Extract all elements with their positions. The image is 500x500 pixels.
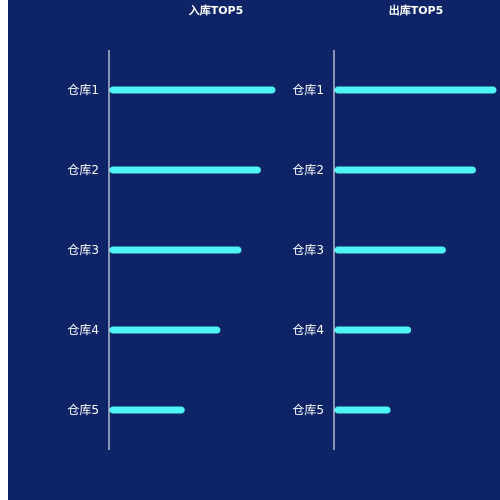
chart-title: 出库TOP5 <box>389 3 444 17</box>
category-tick-label: 仓库5 <box>292 402 324 417</box>
category-tick-label: 仓库3 <box>67 242 99 257</box>
category-tick-label: 仓库4 <box>67 322 99 337</box>
category-tick-label: 仓库4 <box>292 322 324 337</box>
outbound-chart: 出库TOP5 仓库1 仓库2 仓库3 仓库4 仓库5 <box>292 3 497 450</box>
category-tick-label: 仓库1 <box>292 82 324 97</box>
category-tick-label: 仓库5 <box>67 402 99 417</box>
category-tick-label: 仓库3 <box>292 242 324 257</box>
category-tick-label: 仓库1 <box>67 82 99 97</box>
chart-canvas: 入库TOP5 仓库1 仓库2 仓库3 仓库4 仓库5 出库TOP5 仓库1 仓库2 仓库3 仓… <box>67 3 497 450</box>
category-tick-label: 仓库2 <box>292 162 324 177</box>
category-tick-label: 仓库2 <box>67 162 99 177</box>
inbound-chart: 入库TOP5 仓库1 仓库2 仓库3 仓库4 仓库5 <box>67 3 276 450</box>
chart-panel: 入库TOP5 仓库1 仓库2 仓库3 仓库4 仓库5 出库TOP5 仓库1 仓库2 仓库3 仓… <box>8 0 500 500</box>
chart-title: 入库TOP5 <box>189 3 244 17</box>
